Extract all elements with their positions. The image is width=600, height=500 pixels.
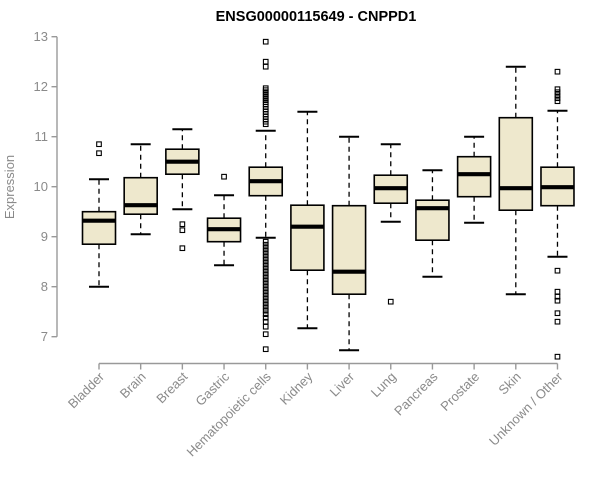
outlier-unknown-other [554, 318, 561, 325]
outlier-bladder [96, 141, 102, 148]
outlier-breast [179, 227, 186, 234]
x-tick-label: Prostate [437, 369, 482, 414]
outlier-hematopoietic-cells [262, 307, 269, 314]
x-tick-label: Skin [495, 369, 523, 397]
box-liver [331, 204, 367, 295]
outlier-breast [179, 221, 186, 228]
outlier-hematopoietic-cells [262, 289, 269, 296]
outlier-unknown-other [554, 297, 561, 304]
x-tick-label: Unknown / Other [486, 369, 566, 449]
outlier-unknown-other [554, 89, 561, 96]
outlier-unknown-other [554, 353, 561, 360]
y-tick-label: 13 [34, 29, 48, 44]
outlier-hematopoietic-cells [262, 298, 269, 305]
outlier-hematopoietic-cells [262, 250, 269, 257]
outlier-hematopoietic-cells [262, 238, 269, 245]
y-tick-label: 10 [34, 179, 48, 194]
outlier-hematopoietic-cells [262, 271, 269, 278]
outlier-hematopoietic-cells [262, 262, 269, 269]
outlier-hematopoietic-cells [262, 283, 269, 290]
outlier-gastric [221, 173, 227, 180]
outlier-unknown-other [554, 95, 561, 102]
outlier-unknown-other [554, 310, 561, 317]
outlier-hematopoietic-cells [262, 244, 269, 251]
outlier-hematopoietic-cells [262, 38, 269, 45]
x-tick-label: Bladder [65, 369, 108, 412]
outlier-hematopoietic-cells [262, 247, 269, 254]
outlier-hematopoietic-cells [262, 301, 269, 308]
outlier-hematopoietic-cells [262, 311, 269, 318]
outlier-unknown-other [554, 92, 561, 99]
outlier-hematopoietic-cells [262, 63, 269, 70]
outlier-hematopoietic-cells [262, 286, 269, 293]
outlier-hematopoietic-cells [262, 346, 269, 353]
outlier-hematopoietic-cells [262, 121, 269, 128]
y-tick-label: 8 [41, 279, 48, 294]
y-tick-label: 11 [35, 129, 49, 144]
x-tick-label: Pancreas [391, 369, 441, 419]
x-tick-label: Gastric [192, 369, 232, 409]
outlier-unknown-other [554, 293, 561, 300]
y-tick-label: 9 [41, 229, 48, 244]
outlier-bladder [96, 150, 102, 157]
box-bladder [81, 210, 117, 245]
outlier-hematopoietic-cells [262, 295, 269, 302]
outlier-hematopoietic-cells [262, 265, 269, 272]
outlier-hematopoietic-cells [262, 259, 269, 266]
outlier-hematopoietic-cells [262, 256, 269, 263]
outlier-hematopoietic-cells [262, 268, 269, 275]
outlier-hematopoietic-cells [262, 314, 269, 321]
outlier-lung [387, 298, 394, 305]
outlier-hematopoietic-cells [262, 241, 269, 248]
box-brain [123, 176, 158, 215]
outlier-hematopoietic-cells [262, 280, 269, 287]
y-tick-label: 7 [41, 329, 48, 344]
outlier-unknown-other [554, 267, 561, 274]
y-tick-label: 12 [34, 79, 48, 94]
outlier-hematopoietic-cells [262, 253, 269, 260]
box-prostate [456, 155, 492, 198]
outlier-hematopoietic-cells [262, 277, 269, 284]
chart-title: ENSG00000115649 - CNPPD1 [216, 9, 417, 25]
outlier-breast [179, 245, 186, 252]
box-skin [498, 116, 534, 211]
y-axis-label: Expression [2, 155, 17, 219]
outlier-hematopoietic-cells [262, 304, 269, 311]
outlier-unknown-other [554, 86, 561, 93]
outlier-hematopoietic-cells [262, 331, 269, 338]
outlier-unknown-other [554, 98, 561, 105]
box-kidney [290, 204, 325, 271]
x-tick-label: Brain [117, 369, 149, 401]
outlier-hematopoietic-cells [262, 274, 269, 281]
outlier-hematopoietic-cells [262, 323, 269, 330]
outlier-unknown-other [554, 68, 561, 75]
x-tick-label: Lung [368, 369, 399, 400]
outlier-hematopoietic-cells [262, 292, 269, 299]
x-tick-label: Breast [153, 369, 190, 406]
x-tick-label: Liver [327, 369, 358, 400]
x-tick-label: Kidney [277, 369, 316, 408]
outlier-hematopoietic-cells [262, 58, 269, 65]
outlier-unknown-other [554, 288, 561, 295]
